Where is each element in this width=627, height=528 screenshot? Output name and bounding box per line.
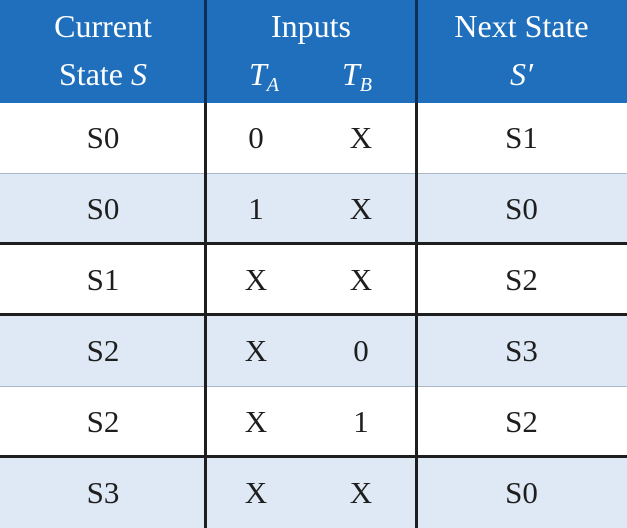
- header-inputs-label: Inputs: [271, 8, 351, 44]
- cell-current-state: S2: [86, 333, 120, 368]
- header-next-state: Next State S′: [416, 0, 627, 103]
- table-row: S3 X X S0: [0, 458, 627, 528]
- row-divider: [0, 386, 627, 387]
- cell-current-state: S1: [86, 262, 120, 297]
- table-header: Current State S Inputs TA TB Next State …: [0, 0, 627, 103]
- group-divider: [0, 313, 627, 316]
- header-inputs: Inputs: [206, 0, 416, 103]
- header-next-label: Next State: [454, 8, 589, 44]
- header-next-symbol: S′: [510, 56, 533, 92]
- cell-input-tb: X: [349, 120, 373, 155]
- row-divider: [0, 173, 627, 174]
- header-current-state: Current State S: [0, 0, 206, 103]
- cell-input-tb: 1: [353, 404, 369, 439]
- cell-next-state: S0: [505, 191, 538, 226]
- cell-next-state: S2: [505, 404, 538, 439]
- header-ta-sub: A: [266, 74, 279, 96]
- header-state-symbol: S: [130, 56, 147, 92]
- header-divider-next: [415, 0, 418, 103]
- cell-input-tb: 0: [353, 333, 369, 368]
- cell-input-ta: X: [244, 404, 268, 439]
- cell-next-state: S0: [505, 475, 538, 510]
- cell-input-ta: X: [244, 475, 268, 510]
- table-row: S2 X 0 S3: [0, 316, 627, 386]
- column-divider-next: [415, 0, 418, 528]
- header-divider-state: [204, 0, 207, 103]
- cell-input-tb: X: [349, 262, 373, 297]
- header-tb: TB: [307, 56, 407, 103]
- header-current-label: Current: [54, 8, 152, 44]
- cell-input-ta: X: [244, 262, 268, 297]
- group-divider: [0, 242, 627, 245]
- header-tb-sub: B: [359, 74, 372, 96]
- cell-input-ta: X: [244, 333, 268, 368]
- column-divider-state: [204, 0, 207, 528]
- table-row: S0 0 X S1: [0, 103, 627, 173]
- cell-current-state: S3: [86, 475, 120, 510]
- header-ta: TA: [214, 56, 314, 103]
- group-divider: [0, 455, 627, 458]
- header-tb-base: T: [341, 56, 360, 92]
- cell-next-state: S1: [505, 120, 538, 155]
- table-row: S1 X X S2: [0, 245, 627, 315]
- cell-current-state: S0: [86, 120, 120, 155]
- cell-current-state: S0: [86, 191, 120, 226]
- cell-input-tb: X: [349, 191, 373, 226]
- cell-input-ta: 1: [248, 191, 264, 226]
- cell-input-tb: X: [349, 475, 373, 510]
- cell-next-state: S3: [505, 333, 538, 368]
- header-ta-base: T: [248, 56, 267, 92]
- table-row: S0 1 X S0: [0, 174, 627, 244]
- table-row: S2 X 1 S2: [0, 387, 627, 457]
- cell-current-state: S2: [86, 404, 120, 439]
- cell-next-state: S2: [505, 262, 538, 297]
- header-state-label: State S: [0, 56, 206, 92]
- header-state-word: State: [59, 56, 123, 92]
- cell-input-ta: 0: [248, 120, 264, 155]
